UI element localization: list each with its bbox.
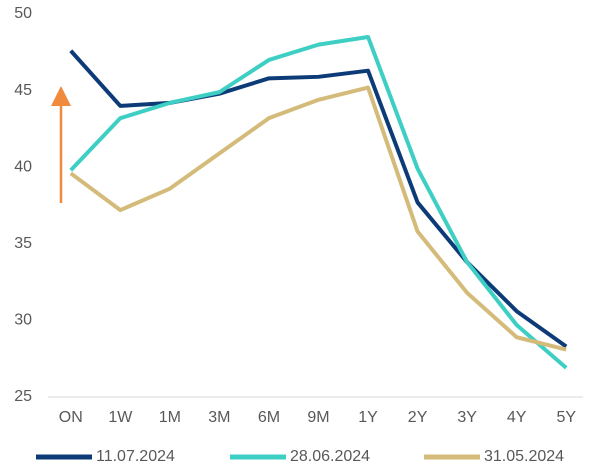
y-tick-label: 45 bbox=[14, 82, 32, 99]
x-tick-label: 2Y bbox=[408, 409, 428, 426]
series-line bbox=[69, 85, 567, 352]
x-tick-label: 4Y bbox=[507, 409, 527, 426]
x-tick-label: 1M bbox=[159, 409, 181, 426]
x-tick-label: ON bbox=[59, 409, 83, 426]
x-tick-label: 6M bbox=[258, 409, 280, 426]
legend-label: 31.05.2024 bbox=[484, 448, 564, 465]
x-tick-label: 3Y bbox=[457, 409, 477, 426]
x-tick-label: 1Y bbox=[358, 409, 378, 426]
x-tick-label: 3M bbox=[208, 409, 230, 426]
legend-label: 11.07.2024 bbox=[96, 448, 175, 465]
y-tick-label: 35 bbox=[14, 235, 32, 252]
y-tick-label: 50 bbox=[14, 5, 32, 22]
x-tick-label: 9M bbox=[307, 409, 329, 426]
series-line bbox=[69, 34, 568, 370]
y-tick-label: 40 bbox=[14, 158, 32, 175]
x-tick-label: 1W bbox=[108, 409, 133, 426]
y-tick-label: 25 bbox=[14, 388, 32, 405]
x-tick-label: 5Y bbox=[556, 409, 576, 426]
legend-label: 28.06.2024 bbox=[290, 448, 370, 465]
series-line bbox=[69, 49, 568, 349]
y-tick-label: 30 bbox=[14, 312, 32, 329]
